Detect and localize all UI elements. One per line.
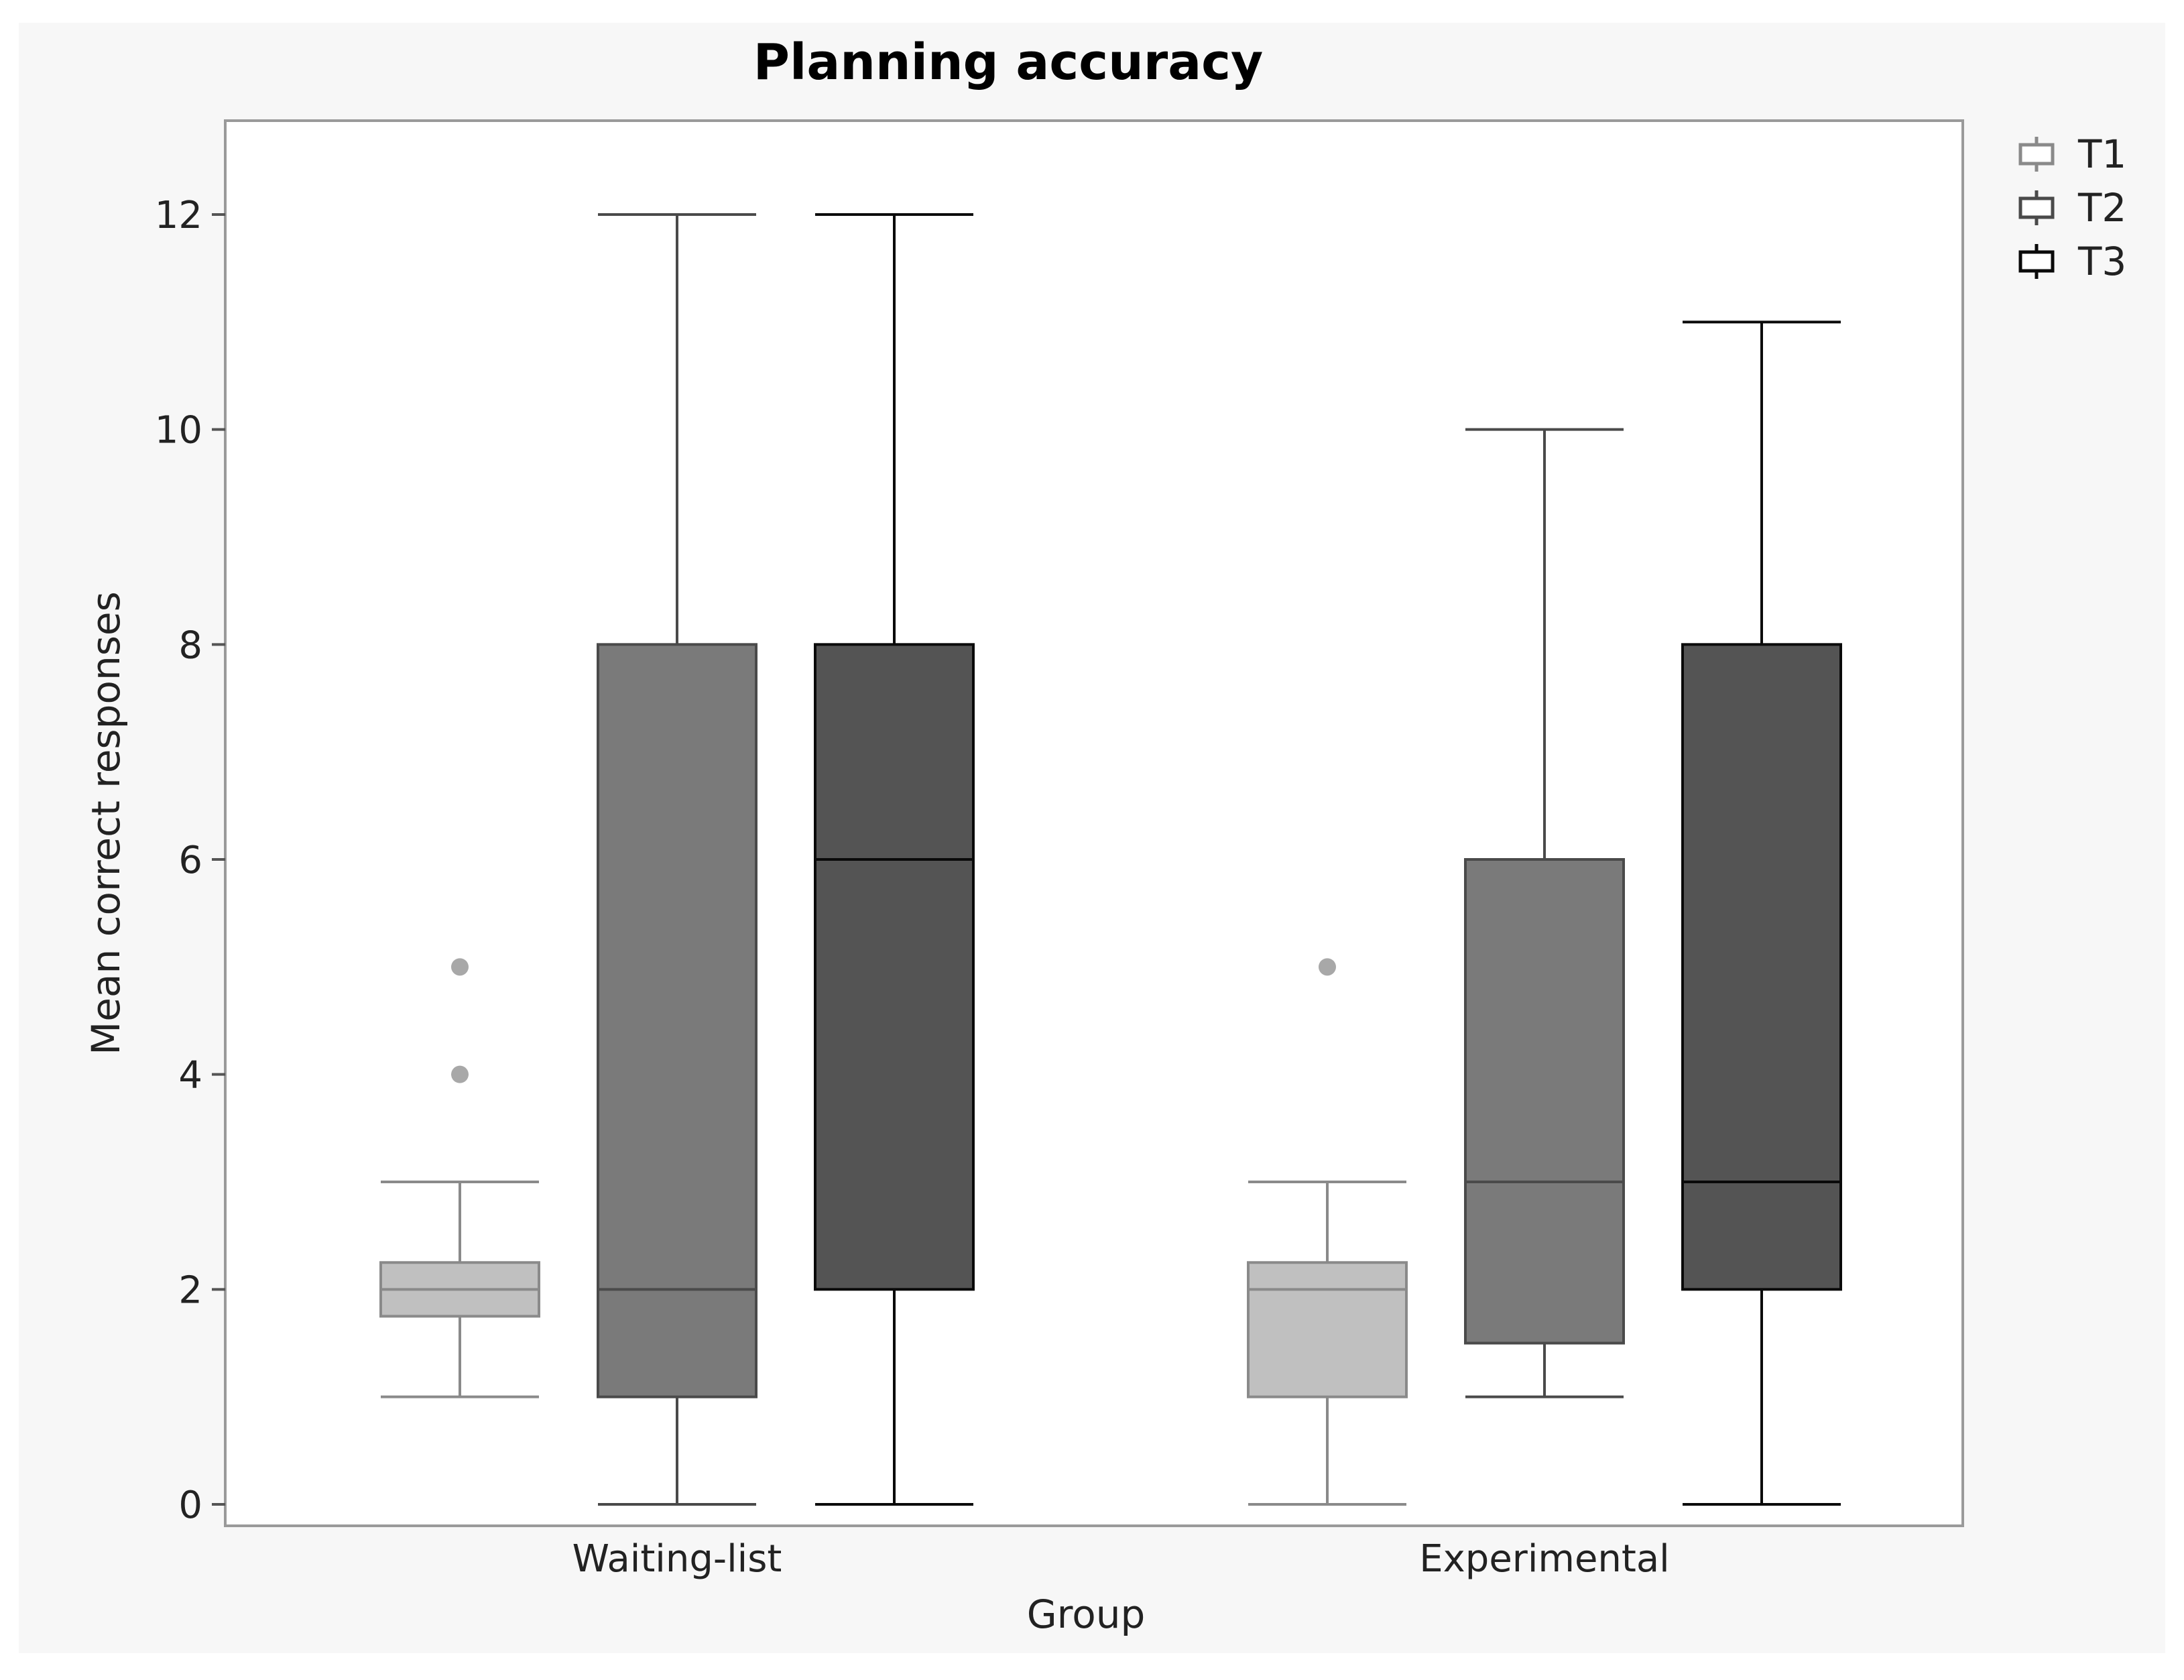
box-iqr xyxy=(1464,858,1625,1345)
box-iqr xyxy=(814,643,975,1291)
x-axis: Waiting-list Experimental xyxy=(572,1537,1670,1581)
legend-swatch-box xyxy=(2018,143,2055,166)
x-tick-label: Waiting-list xyxy=(572,1537,782,1581)
y-tick-label: 12 xyxy=(155,194,202,237)
legend: T1 T2 T3 xyxy=(2018,131,2126,284)
box-iqr xyxy=(597,643,757,1398)
legend-swatch-box xyxy=(2018,196,2055,219)
legend-label: T3 xyxy=(2077,239,2126,284)
box-t1-waiting-list xyxy=(379,958,540,1398)
box-iqr xyxy=(1681,643,1842,1291)
chart-panel: Planning accuracy 0 2 4 6 8 10 12 Waiting-list… xyxy=(19,23,2165,1653)
chart-title: Planning accuracy xyxy=(753,34,1264,91)
outlier-point xyxy=(451,958,469,976)
box-t2-waiting-list xyxy=(597,213,757,1506)
y-tick-label: 8 xyxy=(178,623,202,667)
boxplot-chart: Planning accuracy 0 2 4 6 8 10 12 Waiting-list… xyxy=(83,34,2126,1637)
box-t1-experimental xyxy=(1247,958,1408,1506)
box-t3-waiting-list xyxy=(814,213,975,1506)
y-tick-label: 2 xyxy=(178,1268,202,1312)
y-axis: 0 2 4 6 8 10 12 xyxy=(155,194,225,1527)
x-axis-title: Group xyxy=(1027,1592,1146,1637)
outlier-point xyxy=(1319,958,1336,976)
y-axis-title: Mean correct responses xyxy=(83,591,129,1055)
box-iqr xyxy=(1247,1261,1408,1398)
legend-label: T2 xyxy=(2077,185,2126,231)
box-series-group xyxy=(379,213,1842,1506)
legend-item-t1: T1 xyxy=(2018,131,2126,177)
legend-label: T1 xyxy=(2077,131,2126,177)
y-tick-label: 6 xyxy=(178,839,202,882)
y-tick-label: 4 xyxy=(178,1054,202,1097)
legend-item-t3: T3 xyxy=(2018,239,2126,284)
y-tick-label: 10 xyxy=(155,409,202,453)
legend-item-t2: T2 xyxy=(2018,185,2126,231)
y-tick-label: 0 xyxy=(178,1484,202,1527)
box-t2-experimental xyxy=(1464,428,1625,1398)
x-tick-label: Experimental xyxy=(1419,1537,1669,1581)
box-t3-experimental xyxy=(1681,320,1842,1506)
legend-swatch-box xyxy=(2018,250,2055,273)
outlier-point xyxy=(451,1065,469,1083)
